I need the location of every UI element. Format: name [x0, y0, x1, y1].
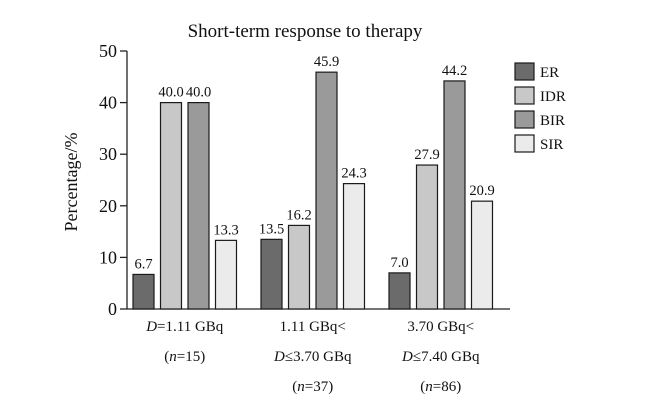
bar-er [132, 273, 155, 310]
y-tick-label: 10 [99, 247, 117, 267]
bar-idr [287, 224, 311, 310]
data-label: 20.9 [469, 183, 494, 199]
legend-label-sir: SIR [540, 137, 563, 153]
data-label: 7.0 [390, 255, 408, 271]
bar-idr [159, 101, 183, 310]
y-axis-label: Percentage/% [61, 133, 81, 232]
legend: ER IDR BIR SIR [514, 62, 566, 153]
y-tick-label: 30 [99, 144, 117, 164]
bar-sir [214, 239, 238, 310]
data-label: 13.5 [259, 221, 284, 237]
y-tick-label: 50 [99, 41, 117, 61]
data-label: 24.3 [341, 166, 366, 182]
bar-bir [187, 101, 210, 310]
data-label: 44.2 [442, 63, 467, 79]
legend-swatch-sir [514, 134, 535, 153]
bar-sir [342, 183, 366, 310]
x-category-label: (n=15) [164, 349, 205, 365]
legend-label-er: ER [540, 65, 559, 81]
legend-swatch-idr [514, 86, 535, 105]
data-label: 16.2 [286, 207, 311, 223]
data-label: 13.3 [213, 222, 238, 238]
x-category-label: (n=37) [292, 379, 333, 395]
legend-swatch-bir [514, 110, 535, 129]
bar-er [260, 238, 283, 310]
legend-label-idr: IDR [540, 89, 566, 105]
legend-label-bir: BIR [540, 113, 565, 129]
data-label: 40.0 [158, 85, 183, 101]
bar-idr [415, 164, 439, 310]
x-category-label: D=1.11 GBq [145, 319, 224, 335]
x-category-label: (n=86) [420, 379, 461, 395]
x-category-label: D≤3.70 GBq [273, 349, 352, 365]
bar-sir [470, 200, 494, 310]
y-tick-label: 0 [108, 299, 117, 319]
data-label: 40.0 [186, 85, 211, 101]
data-label: 6.7 [134, 256, 152, 272]
plot-area: 0 10 20 30 40 50 6.7 13.5 7.0 40.0 16.2 27.9 40.0 45.… [99, 41, 510, 395]
data-label: 45.9 [314, 54, 339, 70]
legend-swatch-er [514, 62, 535, 81]
bar-er [388, 272, 411, 310]
x-category-label: 1.11 GBq< [280, 319, 346, 335]
y-tick-label: 40 [99, 93, 117, 113]
x-category-label: D≤7.40 GBq [401, 349, 480, 365]
bar-bir [443, 80, 466, 310]
x-category-label: 3.70 GBq< [407, 319, 474, 335]
bar-bir [315, 71, 338, 310]
y-tick-label: 20 [99, 196, 117, 216]
data-label: 27.9 [414, 147, 439, 163]
chart-title: Short-term response to therapy [188, 21, 423, 42]
